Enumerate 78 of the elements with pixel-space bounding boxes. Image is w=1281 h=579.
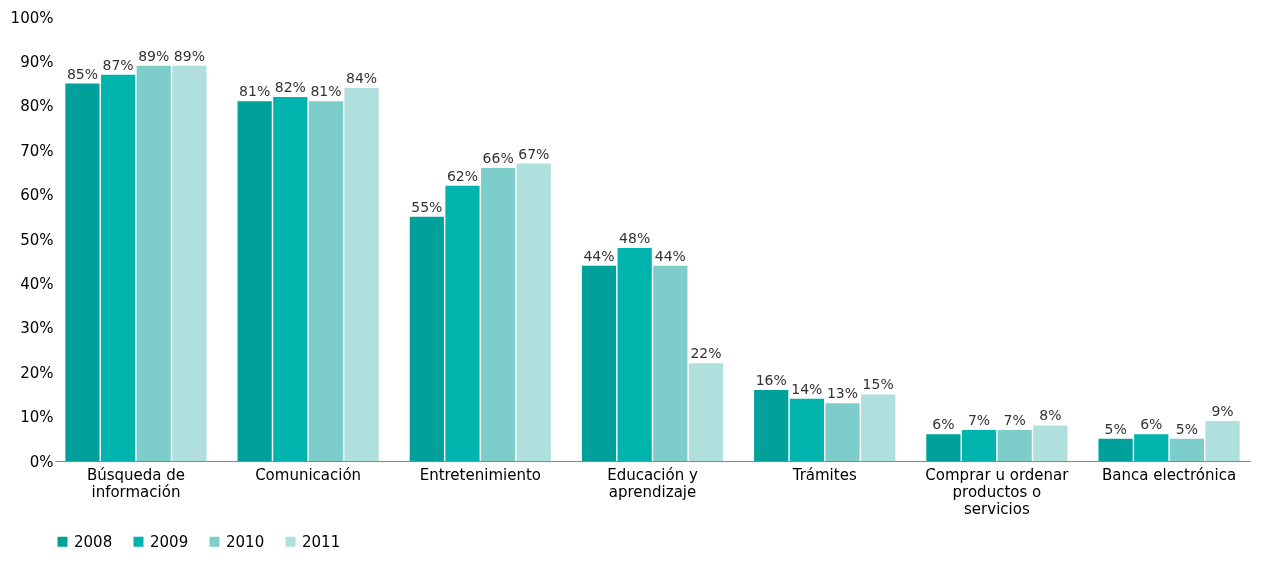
x-tick-label: Educación y aprendizaje bbox=[607, 465, 698, 501]
bar bbox=[1205, 421, 1240, 461]
data-label: 44% bbox=[654, 247, 686, 264]
data-label: 55% bbox=[411, 198, 443, 215]
bar bbox=[926, 434, 961, 461]
data-label: 85% bbox=[66, 65, 99, 82]
bar bbox=[688, 363, 724, 461]
x-tick-label: Entretenimiento bbox=[419, 465, 541, 484]
data-label: 6% bbox=[1140, 416, 1163, 433]
bar bbox=[789, 398, 824, 461]
bar bbox=[754, 389, 789, 461]
bar bbox=[481, 167, 516, 461]
data-label: 82% bbox=[274, 78, 306, 95]
bar bbox=[273, 96, 308, 461]
bar bbox=[1134, 434, 1169, 461]
data-label: 13% bbox=[826, 385, 859, 402]
x-tick-label: Comprar u ordenar productos o servicios bbox=[925, 465, 1070, 518]
y-tick-label: 10% bbox=[20, 408, 54, 427]
bar bbox=[65, 83, 100, 461]
data-label: 81% bbox=[310, 83, 342, 100]
data-label: 44% bbox=[583, 247, 615, 264]
x-tick-label: Comunicación bbox=[255, 465, 362, 484]
y-tick-label: 40% bbox=[20, 274, 54, 293]
y-tick-label: 0% bbox=[29, 452, 54, 471]
legend-label: 2009 bbox=[150, 532, 189, 551]
data-label: 5% bbox=[1175, 420, 1199, 437]
x-tick-label: Banca electrónica bbox=[1102, 465, 1237, 484]
data-label: 15% bbox=[862, 376, 894, 393]
data-label: 9% bbox=[1211, 403, 1234, 420]
legend-label: 2008 bbox=[74, 532, 113, 551]
bar bbox=[861, 394, 896, 461]
data-label: 48% bbox=[619, 229, 651, 246]
bar bbox=[997, 429, 1032, 461]
data-label: 14% bbox=[791, 380, 823, 397]
bar bbox=[136, 65, 171, 461]
bar bbox=[1033, 425, 1068, 461]
data-label: 84% bbox=[346, 70, 378, 87]
bar bbox=[617, 247, 652, 461]
x-tick-label: Trámites bbox=[791, 465, 857, 484]
data-label: 89% bbox=[173, 47, 205, 64]
bar bbox=[1098, 438, 1133, 461]
x-tick-label: Búsqueda de información bbox=[86, 465, 185, 501]
bar bbox=[445, 185, 480, 461]
bar bbox=[409, 216, 444, 461]
data-label: 22% bbox=[690, 345, 722, 362]
bar bbox=[825, 403, 860, 461]
y-tick-label: 90% bbox=[20, 52, 54, 71]
legend-label: 2010 bbox=[226, 532, 265, 551]
bar bbox=[653, 265, 688, 461]
data-label: 16% bbox=[755, 371, 787, 388]
bar bbox=[344, 88, 379, 461]
bar bbox=[308, 101, 344, 461]
bar bbox=[172, 65, 207, 461]
bar bbox=[516, 163, 551, 461]
y-tick-label: 60% bbox=[20, 186, 54, 205]
bar bbox=[961, 429, 997, 461]
data-label: 62% bbox=[446, 167, 479, 184]
data-label: 5% bbox=[1104, 420, 1127, 437]
bar bbox=[1169, 438, 1205, 461]
y-tick-label: 20% bbox=[20, 363, 54, 382]
y-tick-label: 30% bbox=[20, 319, 54, 338]
data-label: 89% bbox=[138, 47, 170, 64]
data-label: 8% bbox=[1039, 407, 1062, 424]
data-label: 6% bbox=[932, 416, 955, 433]
data-label: 87% bbox=[102, 56, 134, 73]
data-label: 81% bbox=[239, 83, 271, 100]
data-label: 66% bbox=[482, 149, 514, 166]
bar bbox=[100, 74, 136, 461]
data-label: 7% bbox=[967, 411, 991, 428]
y-tick-label: 100% bbox=[10, 8, 54, 27]
legend-label: 2011 bbox=[302, 532, 341, 551]
bar bbox=[581, 265, 617, 461]
y-tick-label: 50% bbox=[20, 230, 54, 249]
data-label: 67% bbox=[518, 145, 550, 162]
bar bbox=[237, 101, 272, 461]
y-tick-label: 80% bbox=[20, 97, 54, 116]
data-label: 7% bbox=[1003, 411, 1026, 428]
y-tick-label: 70% bbox=[20, 141, 54, 160]
